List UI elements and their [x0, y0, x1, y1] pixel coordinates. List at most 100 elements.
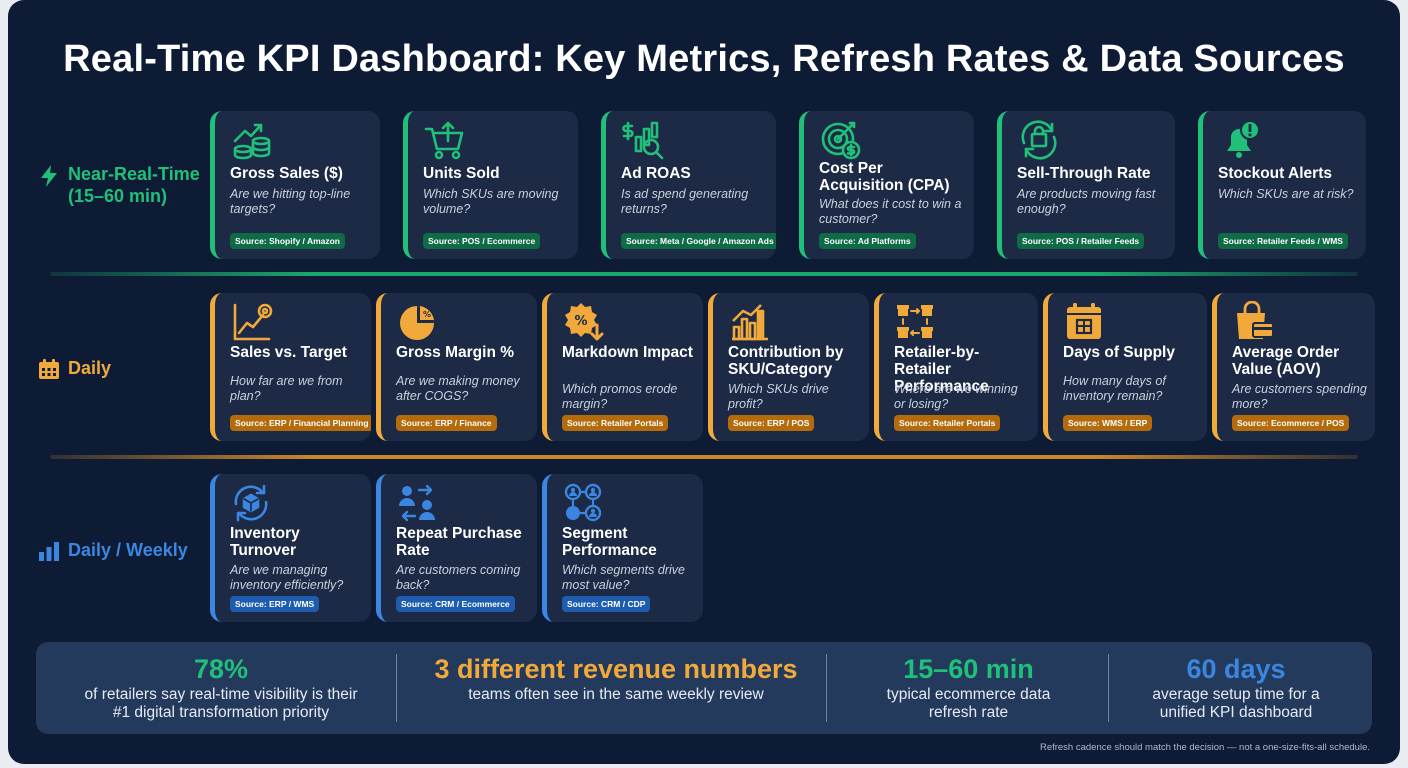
kpi-card-ad-roas[interactable]: Ad ROAS Is ad spend generating returns? …: [601, 111, 776, 259]
stat-realtime-priority: 78% of retailers say real-time visibilit…: [56, 642, 386, 734]
stat-text-line1: teams often see in the same weekly revie…: [468, 686, 764, 703]
bars-icon: [39, 542, 59, 561]
kpi-title: Ad ROAS: [621, 165, 691, 182]
pie-percent-icon: %: [400, 306, 434, 340]
kpi-question: Where are we winning or losing?: [894, 382, 1018, 411]
source-badge: Source: Retailer Portals: [894, 415, 1001, 431]
row-label-line2: (15–60 min): [68, 186, 168, 206]
kpi-question: Are we making money after COGS?: [396, 374, 520, 403]
stat-text-line1: average setup time for a: [1152, 686, 1320, 703]
kpi-title: Gross Margin %: [396, 344, 514, 361]
row-label-daily: Daily: [38, 357, 111, 380]
kpi-question: Are we hitting top-line targets?: [230, 187, 351, 216]
svg-text:%: %: [423, 310, 431, 319]
kpi-title: Markdown Impact: [562, 344, 693, 361]
kpi-question: Are customers spending more?: [1232, 382, 1367, 411]
row-label-line1: Daily / Weekly: [68, 540, 188, 560]
stat-value: 15–60 min: [903, 654, 1034, 684]
kpi-card-contribution[interactable]: Contribution by SKU/Category Which SKUs …: [708, 293, 869, 441]
source-badge: Source: Ecommerce / POS: [1232, 415, 1350, 431]
segments-icon: [564, 483, 602, 522]
bell-alert-icon: [1227, 120, 1260, 158]
box-cycle-icon: [234, 484, 268, 522]
source-badge: Source: POS / Ecommerce: [423, 233, 541, 249]
stat-revenue-numbers: 3 different revenue numbers teams often …: [406, 642, 826, 734]
people-repeat-icon: [399, 484, 435, 522]
kpi-title: Retailer-by-Retailer Performance: [894, 344, 989, 395]
source-badge: Source: WMS / ERP: [1063, 415, 1153, 431]
stat-divider: [826, 654, 827, 722]
row-label-daily-weekly: Daily / Weekly: [38, 539, 188, 562]
stats-bar: 78% of retailers say real-time visibilit…: [36, 642, 1372, 734]
stat-divider: [396, 654, 397, 722]
kpi-card-markdown-impact[interactable]: % Markdown Impact Which promos erode mar…: [542, 293, 703, 441]
cart-icon: [424, 121, 464, 160]
source-badge: Source: Retailer Portals: [562, 415, 669, 431]
kpi-question: What does it cost to win a customer?: [819, 197, 962, 226]
source-badge: Source: CRM / Ecommerce: [396, 596, 515, 612]
kpi-card-gross-margin[interactable]: % Gross Margin % Are we making money aft…: [376, 293, 537, 441]
page-title: Real-Time KPI Dashboard: Key Metrics, Re…: [63, 38, 1345, 80]
stat-text-line2: #1 digital transformation priority: [112, 704, 330, 721]
kpi-question: Which SKUs are moving volume?: [423, 187, 559, 216]
kpi-title: Sales vs. Target: [230, 344, 347, 361]
kpi-card-stockout-alerts[interactable]: Stockout Alerts Which SKUs are at risk? …: [1198, 111, 1366, 259]
kpi-card-retailer-performance[interactable]: Retailer-by-Retailer Performance Where a…: [874, 293, 1038, 441]
stat-value: 60 days: [1186, 654, 1286, 684]
kpi-question: Is ad spend generating returns?: [621, 187, 749, 216]
kpi-question: How far are we from plan?: [230, 374, 343, 403]
stat-text-line2: refresh rate: [928, 704, 1009, 721]
kpi-title: Inventory Turnover: [230, 525, 300, 559]
bag-cycle-icon: [1021, 120, 1057, 160]
source-badge: Source: ERP / POS: [728, 415, 815, 431]
stat-value: 3 different revenue numbers: [434, 654, 798, 684]
source-badge: Source: Shopify / Amazon: [230, 233, 346, 249]
stat-text-line1: of retailers say real-time visibility is…: [84, 686, 358, 703]
stat-text-line2: unified KPI dashboard: [1159, 704, 1313, 721]
kpi-question: Are products moving fast enough?: [1017, 187, 1156, 216]
kpi-card-segment-performance[interactable]: Segment Performance Which segments drive…: [542, 474, 703, 622]
kpi-card-sales-vs-target[interactable]: Sales vs. Target How far are we from pla…: [210, 293, 371, 441]
stat-text-line1: typical ecommerce data: [886, 686, 1051, 703]
bar-chart-icon: [732, 304, 768, 341]
divider-orange: [50, 455, 1358, 459]
source-badge: Source: ERP / Financial Planning: [230, 415, 371, 431]
stat-setup-time: 60 days average setup time for a unified…: [1116, 642, 1356, 734]
kpi-card-units-sold[interactable]: Units Sold Which SKUs are moving volume?…: [403, 111, 578, 259]
discount-badge-icon: %: [565, 303, 604, 341]
kpi-card-aov[interactable]: Average Order Value (AOV) Are customers …: [1212, 293, 1375, 441]
stat-value: 78%: [193, 654, 249, 684]
kpi-title: Stockout Alerts: [1218, 165, 1332, 182]
lightning-icon: [41, 165, 57, 187]
kpi-card-cpa[interactable]: Cost Per Acquisition (CPA) What does it …: [799, 111, 974, 259]
stat-divider: [1108, 654, 1109, 722]
kpi-question: Are we managing inventory efficiently?: [230, 563, 344, 592]
footnote: Refresh cadence should match the decisio…: [1039, 742, 1370, 753]
bag-card-icon: [1237, 301, 1274, 339]
kpi-title: Segment Performance: [562, 525, 657, 559]
kpi-title: Units Sold: [423, 165, 500, 182]
growth-coins-icon: [233, 123, 271, 160]
source-badge: Source: Meta / Google / Amazon Ads: [621, 233, 776, 249]
row-label-line1: Daily: [68, 358, 112, 378]
kpi-question: Are customers coming back?: [396, 563, 521, 592]
source-badge: Source: POS / Retailer Feeds: [1017, 233, 1145, 249]
dashboard-frame: Real-Time KPI Dashboard: Key Metrics, Re…: [8, 0, 1400, 764]
kpi-card-days-of-supply[interactable]: Days of Supply How many days of inventor…: [1043, 293, 1207, 441]
stores-icon: [897, 305, 933, 338]
row-label-line1: Near-Real-Time: [68, 164, 200, 184]
source-badge: Source: Retailer Feeds / WMS: [1218, 233, 1348, 249]
kpi-card-inventory-turnover[interactable]: Inventory Turnover Are we managing inven…: [210, 474, 371, 622]
kpi-title: Sell-Through Rate: [1017, 165, 1151, 182]
kpi-card-repeat-purchase[interactable]: Repeat Purchase Rate Are customers comin…: [376, 474, 537, 622]
kpi-title: Gross Sales ($): [230, 165, 343, 182]
source-badge: Source: ERP / WMS: [230, 596, 320, 612]
source-badge: Source: ERP / Finance: [396, 415, 497, 431]
kpi-card-gross-sales[interactable]: Gross Sales ($) Are we hitting top-line …: [210, 111, 380, 259]
kpi-title: Contribution by SKU/Category: [728, 344, 844, 378]
kpi-card-sell-through[interactable]: Sell-Through Rate Are products moving fa…: [997, 111, 1175, 259]
kpi-question: Which SKUs drive profit?: [728, 382, 829, 411]
row-label-near-real-time: Near-Real-Time (15–60 min): [38, 163, 200, 207]
chart-magnifier-icon: [622, 121, 664, 160]
divider-green: [50, 272, 1358, 276]
